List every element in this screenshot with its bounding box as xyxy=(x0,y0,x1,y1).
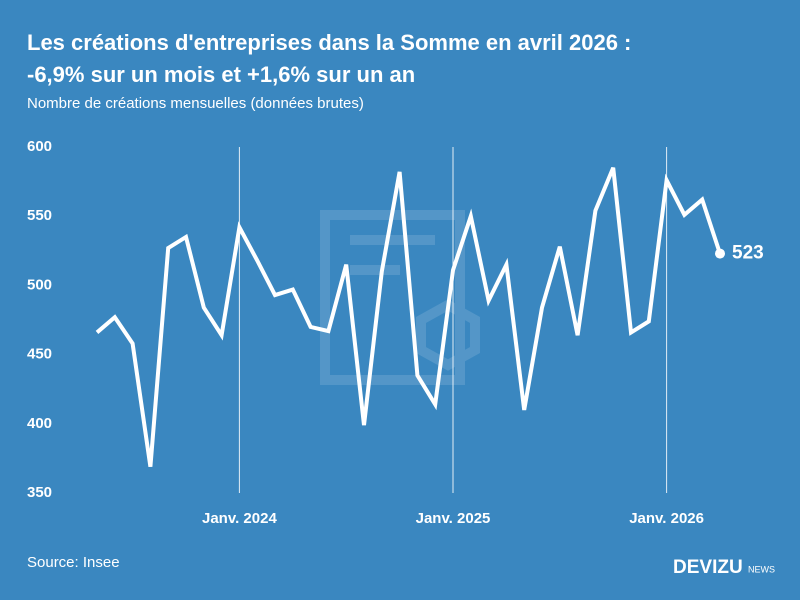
source: Source: Insee xyxy=(27,554,120,571)
y-tick-label: 600 xyxy=(27,138,52,155)
y-tick-label: 400 xyxy=(27,415,52,432)
x-tick-label: Janv. 2024 xyxy=(202,510,277,527)
value-label: 523 xyxy=(732,243,764,264)
brand: DEVIZU xyxy=(673,557,743,578)
y-tick-label: 550 xyxy=(27,207,52,224)
x-tick-label: Janv. 2025 xyxy=(416,510,491,527)
y-tick-label: 500 xyxy=(27,276,52,293)
x-tick-label: Janv. 2026 xyxy=(629,510,704,527)
chart-title: -6,9% sur un mois et +1,6% sur un an xyxy=(27,62,415,87)
y-tick-label: 450 xyxy=(27,346,52,363)
line xyxy=(95,166,722,467)
chart-subtitle: Nombre de créations mensuelles (données … xyxy=(27,95,364,112)
brand-suffix: NEWS xyxy=(748,564,775,574)
end-point xyxy=(715,248,725,259)
y-tick-label: 350 xyxy=(27,484,52,501)
chart-title: Les créations d'entreprises dans la Somm… xyxy=(27,30,631,55)
